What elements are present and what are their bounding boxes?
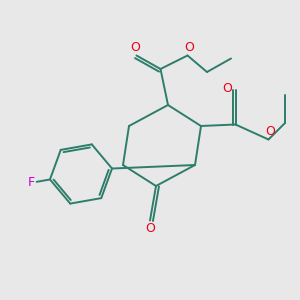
Text: F: F (28, 176, 35, 189)
Text: O: O (184, 41, 194, 54)
Text: O: O (145, 222, 155, 236)
Text: O: O (130, 41, 140, 54)
Text: O: O (265, 125, 275, 138)
Text: O: O (223, 82, 232, 95)
